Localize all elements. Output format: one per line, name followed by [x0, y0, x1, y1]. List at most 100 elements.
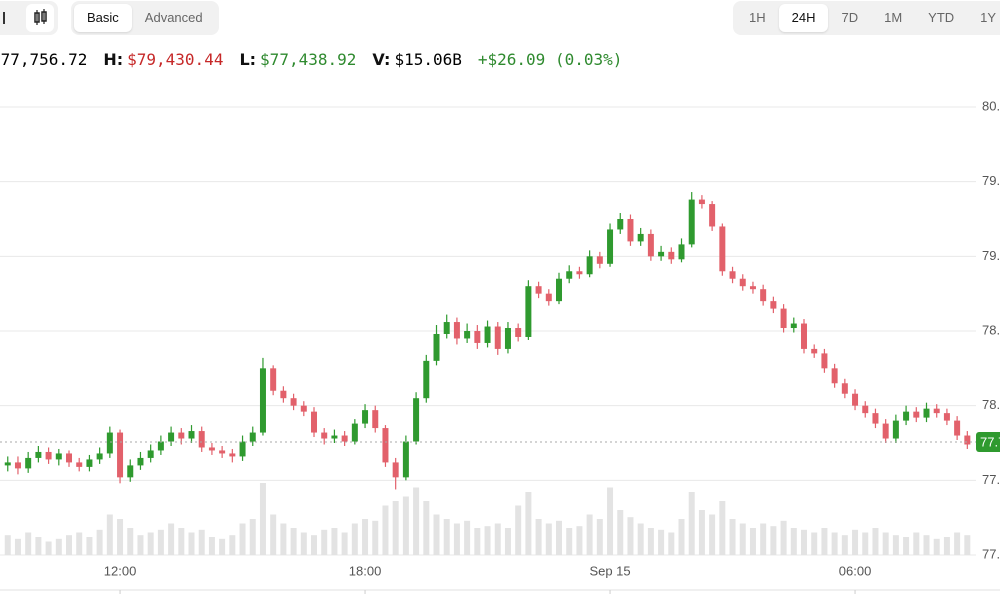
volume-bar	[259, 483, 266, 555]
candle-body	[739, 278, 746, 287]
volume-bar	[749, 528, 756, 555]
candle-body	[903, 411, 910, 421]
last-price-tag	[976, 431, 1000, 452]
candle-body	[494, 326, 501, 349]
volume-bar	[86, 537, 93, 555]
volume-bar	[525, 492, 532, 555]
range-button[interactable]: 1Y	[980, 10, 997, 25]
candle-body	[923, 408, 930, 418]
range-button[interactable]: YTD	[928, 10, 955, 25]
mode-button[interactable]: Advanced	[144, 10, 203, 25]
volume-bar	[300, 532, 307, 555]
volume-bar	[198, 529, 205, 555]
candle-body	[249, 432, 256, 442]
candle-body	[66, 453, 73, 463]
volume-bar	[229, 535, 236, 555]
candle-body	[4, 462, 11, 466]
volume-bar	[688, 492, 695, 555]
volume-bar	[668, 532, 675, 555]
candle-body	[137, 457, 144, 466]
range-button[interactable]: 24H	[778, 4, 829, 32]
volume-bar	[321, 529, 328, 555]
volume-bar	[719, 501, 726, 555]
candle-body	[841, 383, 848, 394]
volume-bar	[117, 519, 124, 555]
candle-body	[178, 432, 185, 439]
stat-label: V:	[372, 50, 391, 69]
candle-body	[464, 331, 471, 339]
volume-bar	[382, 505, 389, 555]
candle-body	[637, 233, 644, 242]
candle-body	[525, 286, 532, 337]
candle-body	[658, 251, 665, 257]
range-button[interactable]: 1H	[749, 10, 766, 25]
volume-bar	[515, 505, 522, 555]
volume-bar	[545, 523, 552, 555]
mode-button[interactable]: Basic	[74, 4, 132, 32]
volume-bar	[739, 523, 746, 555]
candle-body	[586, 256, 593, 275]
candle-body	[688, 199, 695, 245]
candle-body	[321, 432, 328, 439]
volume-bar	[392, 501, 399, 555]
candle-body	[954, 420, 961, 436]
range-button[interactable]: 1M	[884, 10, 903, 25]
volume-bar	[331, 528, 338, 555]
candle-body	[413, 398, 420, 442]
candle-body	[351, 423, 358, 442]
candle-body	[423, 360, 430, 399]
volume-bar	[147, 532, 154, 555]
candle-body	[617, 219, 624, 230]
candle-body	[790, 323, 797, 329]
volume-bar	[607, 487, 614, 555]
mode-toggle: Basic Advanced	[71, 1, 219, 35]
volume-bar	[790, 528, 797, 555]
volume-bar	[586, 514, 593, 555]
candle-body	[341, 435, 348, 442]
y-tick-label: 79.00K	[982, 248, 1000, 263]
candle-body	[474, 331, 481, 343]
stat-value: $77,438.92	[260, 50, 357, 69]
volume-bar	[311, 535, 318, 555]
candle-body	[811, 348, 818, 354]
volume-bar	[933, 538, 940, 555]
stat-value: $79,430.44	[127, 50, 224, 69]
volume-bar	[770, 526, 777, 555]
candle-body	[14, 462, 21, 469]
volume-bar	[647, 528, 654, 555]
candle-body	[198, 431, 205, 448]
volume-bar	[362, 519, 369, 555]
candle-body	[678, 244, 685, 260]
candle-body	[596, 256, 603, 264]
y-tick-label: 77.00K	[982, 546, 1000, 561]
candle-body	[443, 322, 450, 334]
candle-body	[311, 411, 318, 433]
volume-bar	[831, 532, 838, 555]
volume-bar	[402, 496, 409, 555]
volume-bar	[729, 519, 736, 555]
candle-body	[647, 233, 654, 257]
volume-bar	[14, 538, 21, 555]
candle-body	[127, 465, 134, 478]
candle-body	[770, 301, 777, 309]
volume-bar	[627, 517, 634, 555]
candle-body	[535, 286, 542, 294]
volume-bar	[25, 532, 32, 555]
stat: V: $15.06B	[372, 50, 462, 69]
candle-body	[882, 423, 889, 439]
stat: H: $79,430.44	[103, 50, 223, 69]
candle-body	[280, 390, 287, 399]
volume-bar	[504, 528, 511, 555]
stat-value: $77,756.72	[0, 50, 88, 69]
volume-bar	[290, 528, 297, 555]
x-tick-label: 06:00	[839, 563, 872, 578]
candle-body	[362, 410, 369, 424]
candle-icon-button[interactable]	[26, 4, 54, 32]
range-button[interactable]: 7D	[841, 10, 859, 25]
volume-bar	[882, 532, 889, 555]
candle-body	[76, 462, 83, 467]
candle-body	[698, 199, 705, 205]
volume-bar	[474, 528, 481, 555]
candle-body	[780, 308, 787, 329]
candle-body	[219, 450, 226, 454]
